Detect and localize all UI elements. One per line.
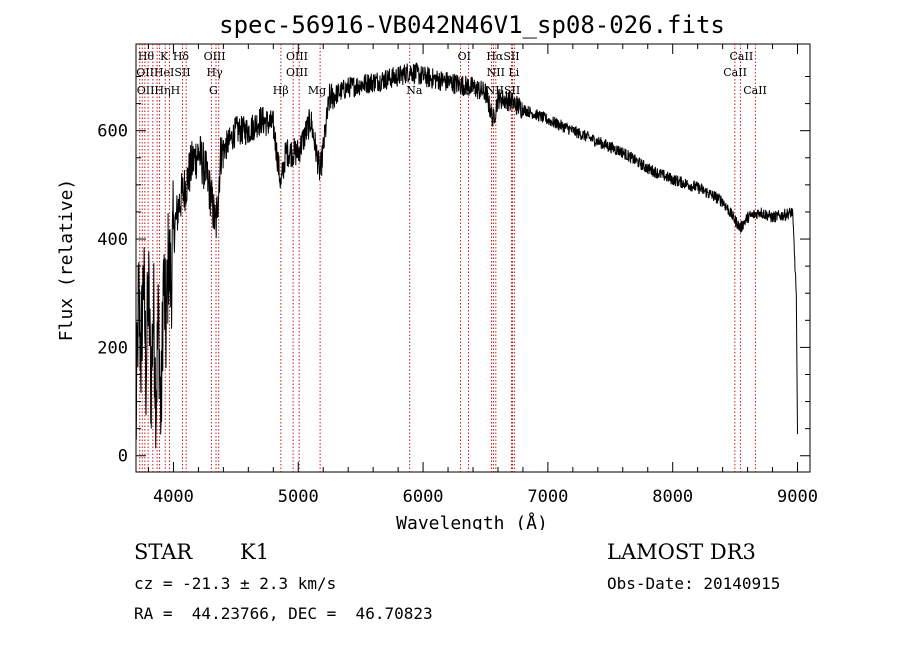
line-label-11: NII Li: [487, 66, 520, 79]
object-class: STAR: [134, 540, 193, 564]
x-axis-label: Wavelength (Å): [396, 512, 548, 530]
object-subclass: K1: [240, 540, 270, 564]
line-label-13: OIIHηH: [137, 84, 180, 97]
survey-name: LAMOST DR3: [607, 540, 756, 564]
line-label-6: HαSII: [486, 50, 519, 63]
x-tick-label-0: 4000: [153, 487, 194, 507]
y-axis-label: Flux (relative): [56, 179, 77, 342]
line-label-10: OIII: [286, 66, 308, 79]
reference-lines: [139, 44, 756, 472]
plot-border: [135, 43, 811, 473]
x-tick-label-1: 5000: [278, 487, 319, 507]
y-tick-label-3: 600: [97, 122, 128, 142]
line-label-2: Hδ: [173, 50, 190, 63]
line-label-4: OIII: [286, 50, 308, 63]
obs-date: Obs-Date: 20140915: [607, 574, 781, 593]
x-tick-label-3: 7000: [527, 487, 568, 507]
chart-title: spec-56916-VB042N46V1_sp08-026.fits: [219, 11, 725, 39]
line-label-0: Hθ: [138, 50, 155, 63]
y-tick-label-1: 200: [97, 338, 128, 358]
line-label-7: CaII: [730, 50, 754, 63]
line-label-14: G: [209, 84, 218, 97]
line-label-3: OIII: [204, 50, 226, 63]
x-tick-label-5: 9000: [777, 487, 818, 507]
y-tick-label-0: 0: [118, 447, 128, 467]
plot-frame: [135, 43, 811, 473]
axis-ticks: 4000 5000 6000 7000 8000 9000 0 200 400 600: [97, 44, 818, 507]
line-label-16: Mg: [308, 84, 326, 97]
line-label-20: CaII: [743, 84, 767, 97]
x-tick-label-2: 6000: [403, 487, 444, 507]
line-label-8: OIIHeISII: [136, 66, 190, 79]
coordinates: RA = 44.23766, DEC = 46.70823: [134, 604, 433, 623]
y-tick-label-2: 400: [97, 230, 128, 250]
redshift-readout: cz = -21.3 ± 2.3 km/s: [134, 574, 337, 593]
line-label-1: K: [160, 50, 169, 63]
line-label-17: Na: [406, 84, 423, 97]
spectrum-chart: spec-56916-VB042N46V1_sp08-026.fits Hθ K H…: [56, 11, 818, 530]
x-tick-label-4: 8000: [652, 487, 693, 507]
spectrum-series: [135, 62, 798, 449]
line-label-5: OI: [458, 50, 471, 63]
spectrum-line: [135, 62, 798, 449]
line-label-15: Hβ: [273, 84, 289, 97]
line-label-9: Hγ: [207, 66, 224, 79]
reference-line-labels: Hθ K Hδ OIII OIII OI HαSII CaII OIIHeISII Hγ OIII N…: [136, 50, 767, 97]
line-label-12: CaII: [723, 66, 747, 79]
